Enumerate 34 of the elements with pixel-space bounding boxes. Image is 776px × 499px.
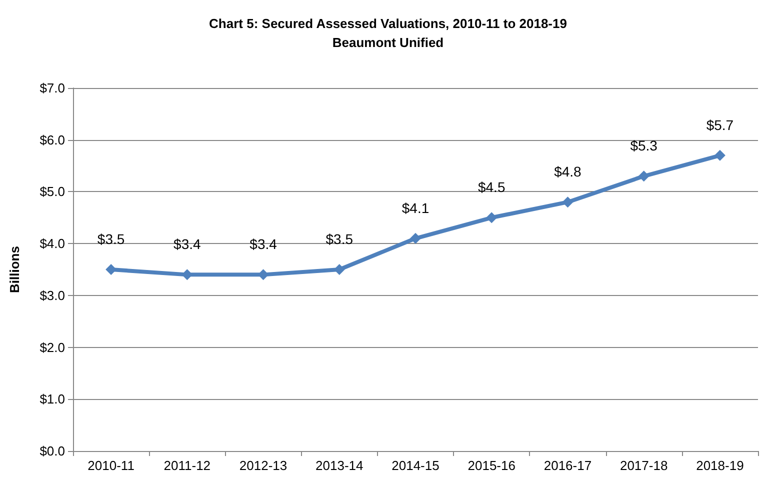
data-label: $4.1 [402, 200, 430, 216]
x-tick-label: 2011-12 [164, 458, 211, 473]
x-tick-label: 2012-13 [239, 458, 288, 473]
y-tick-label: $1.0 [40, 392, 65, 407]
point [714, 150, 726, 161]
y-tick-label: $6.0 [40, 132, 65, 148]
y-axis-title: Billions [7, 246, 22, 293]
x-tick-label: 2016-17 [544, 458, 592, 473]
x-tick-label: 2010-11 [88, 458, 134, 473]
x-tick-label: 2014-15 [392, 458, 440, 473]
y-tick-label: $0.0 [40, 444, 65, 458]
point [410, 232, 421, 244]
data-label: $4.8 [554, 164, 582, 180]
x-tick-label: 2017-18 [620, 458, 668, 473]
data-label: $3.5 [97, 231, 125, 247]
x-tick-label: 2018-19 [696, 458, 744, 473]
y-tick-label: $5.0 [40, 184, 65, 200]
data-label: $4.5 [478, 179, 506, 196]
data-label: $3.4 [174, 236, 202, 252]
point [638, 170, 650, 182]
chart-subtitle: Beaumont Unified [332, 35, 444, 50]
point [486, 212, 498, 224]
data-label: $5.3 [630, 138, 658, 154]
y-tick-label: $7.0 [40, 80, 65, 96]
y-tick-label: $2.0 [40, 340, 65, 355]
point [562, 196, 574, 208]
data-label: $5.7 [706, 116, 734, 133]
y-tick-label: $3.0 [40, 288, 65, 303]
chart-title: Chart 5: Secured Assessed Valuations, 2010-11 to 2018-19 [209, 16, 567, 31]
data-label: $3.4 [250, 236, 278, 252]
x-tick-label: 2015-16 [468, 458, 516, 473]
x-tick-label: 2013-14 [316, 458, 364, 473]
data-label: $3.5 [326, 231, 354, 247]
y-tick-label: $4.0 [40, 236, 65, 252]
